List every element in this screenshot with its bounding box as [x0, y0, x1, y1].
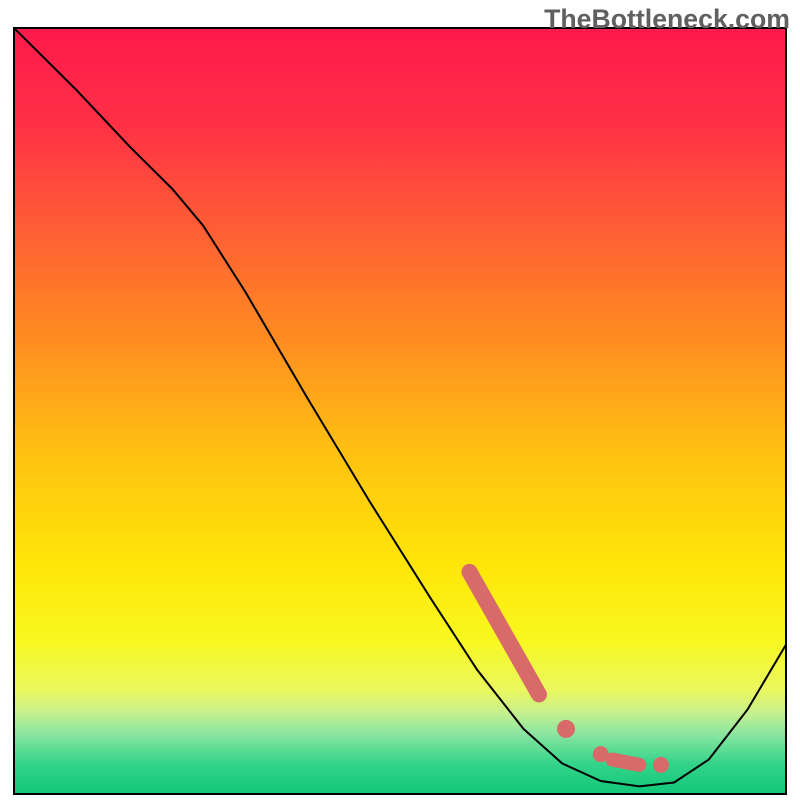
marker-dot — [653, 757, 669, 773]
watermark-text: TheBottleneck.com — [544, 4, 790, 35]
plot-background — [14, 28, 786, 794]
marker-pill — [612, 760, 639, 765]
marker-dot — [557, 720, 575, 738]
chart-canvas — [0, 0, 800, 800]
